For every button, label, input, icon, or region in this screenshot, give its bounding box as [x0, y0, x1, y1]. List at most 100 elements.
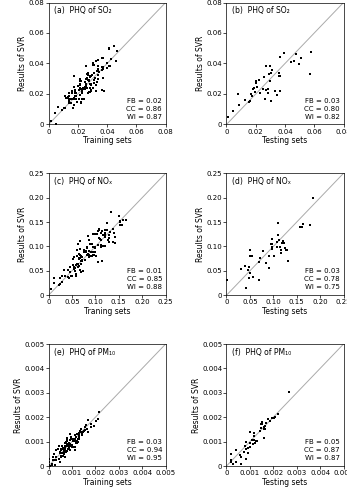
Point	[95, 242, 101, 250]
Point	[262, 434, 267, 442]
Point	[71, 72, 77, 80]
Point	[95, 76, 101, 84]
Point	[81, 84, 86, 92]
Point	[281, 49, 287, 57]
Point	[243, 438, 248, 446]
Point	[225, 113, 230, 121]
Point	[66, 446, 71, 454]
Point	[76, 263, 81, 271]
Point	[233, 446, 238, 454]
Point	[251, 440, 256, 448]
Point	[79, 256, 85, 264]
Point	[260, 418, 265, 426]
Point	[86, 246, 91, 254]
Point	[82, 78, 87, 86]
Point	[77, 238, 83, 246]
Point	[86, 236, 92, 244]
Point	[110, 226, 116, 234]
Point	[92, 244, 98, 252]
Point	[244, 445, 249, 453]
Point	[257, 89, 263, 97]
Point	[53, 446, 58, 454]
Point	[71, 83, 77, 91]
Point	[62, 445, 68, 453]
Point	[99, 62, 104, 70]
Point	[74, 439, 80, 447]
Point	[105, 236, 111, 244]
Text: FB = 0.03
CC = 0.78
WI = 0.75: FB = 0.03 CC = 0.78 WI = 0.75	[304, 268, 340, 290]
Point	[235, 90, 240, 98]
Point	[68, 433, 74, 441]
Point	[73, 272, 78, 280]
Point	[49, 116, 54, 124]
Point	[100, 232, 105, 239]
Point	[276, 236, 282, 244]
Point	[79, 430, 85, 438]
Point	[76, 434, 82, 442]
Point	[81, 96, 87, 104]
Point	[262, 422, 268, 430]
Point	[276, 231, 281, 239]
Point	[296, 60, 302, 68]
Point	[60, 449, 66, 457]
Point	[253, 78, 259, 86]
Point	[87, 252, 92, 260]
Point	[107, 62, 113, 70]
Point	[247, 269, 253, 277]
Point	[51, 456, 56, 464]
Point	[271, 414, 277, 422]
X-axis label: Training sets: Training sets	[83, 136, 132, 145]
Point	[263, 419, 269, 427]
Point	[91, 69, 96, 77]
Point	[82, 256, 88, 264]
Point	[73, 92, 79, 100]
Point	[72, 264, 78, 272]
Point	[245, 444, 250, 452]
Point	[243, 456, 248, 464]
Point	[76, 431, 82, 439]
Point	[117, 218, 122, 226]
Point	[310, 194, 315, 202]
Point	[247, 440, 253, 448]
Point	[71, 100, 77, 108]
Point	[71, 434, 77, 442]
Point	[106, 231, 112, 239]
Point	[120, 216, 126, 224]
Point	[274, 243, 280, 251]
Point	[68, 436, 74, 444]
Point	[70, 436, 76, 444]
Point	[243, 262, 248, 270]
Point	[89, 252, 94, 260]
Point	[53, 120, 58, 128]
Point	[78, 258, 84, 266]
Point	[68, 268, 73, 276]
Point	[269, 240, 275, 248]
Point	[88, 80, 93, 88]
Point	[76, 262, 82, 270]
Point	[300, 220, 305, 228]
Point	[46, 456, 52, 464]
Point	[248, 90, 254, 98]
Point	[78, 98, 84, 106]
Point	[68, 100, 74, 108]
Point	[82, 426, 87, 434]
Point	[269, 244, 274, 252]
Point	[246, 264, 252, 272]
Point	[46, 461, 52, 469]
Point	[253, 439, 258, 447]
Point	[104, 64, 109, 72]
Point	[51, 278, 57, 286]
Point	[55, 104, 61, 112]
Point	[278, 248, 284, 256]
Point	[252, 84, 257, 92]
Point	[78, 98, 83, 106]
Point	[72, 267, 78, 275]
Point	[107, 44, 112, 52]
Point	[260, 85, 266, 93]
X-axis label: Training sets: Training sets	[83, 478, 132, 486]
Point	[74, 270, 79, 278]
Point	[79, 85, 84, 93]
Point	[57, 455, 62, 463]
Point	[71, 442, 76, 450]
Point	[102, 230, 108, 238]
